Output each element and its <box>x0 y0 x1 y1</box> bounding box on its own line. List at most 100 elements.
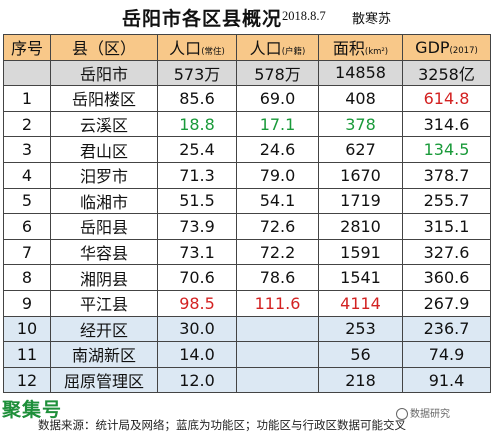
cell-name: 华容县 <box>50 238 158 266</box>
table-row: 2 云溪区 18.8 17.1 378 314.6 <box>3 110 491 138</box>
cell-name: 汨罗市 <box>50 161 158 189</box>
cell-seq: 5 <box>3 187 51 215</box>
cell-seq: 6 <box>3 213 51 240</box>
table-row: 1 岳阳楼区 85.6 69.0 408 614.8 <box>3 85 491 112</box>
cell-name: 湘阴县 <box>50 264 158 291</box>
table-row: 11 南湖新区 14.0 56 74.9 <box>3 341 491 368</box>
cell-area: 218 <box>318 366 403 394</box>
table-row: 8 湘阴县 70.6 78.6 1541 360.6 <box>3 264 491 291</box>
watermark-right: 数据研究 <box>396 405 450 420</box>
cell-pop-res: 70.6 <box>157 264 237 291</box>
cell-area: 2810 <box>318 213 403 240</box>
cell-pop-res: 14.0 <box>157 341 237 368</box>
cell-area: 408 <box>318 85 403 112</box>
watermark-logo: 聚集号 <box>2 399 63 421</box>
cell-name: 屈原管理区 <box>50 366 158 394</box>
cell-pop-reg: 54.1 <box>236 187 319 215</box>
table-row: 5 临湘市 51.5 54.1 1719 255.7 <box>3 187 491 215</box>
cell-pop-reg: 24.6 <box>236 136 319 163</box>
cell-pop-res: 30.0 <box>157 315 237 343</box>
cell-name: 君山区 <box>50 136 158 163</box>
cell-seq: 12 <box>3 366 51 394</box>
header-pop-resident: 人口(常住) <box>157 34 237 61</box>
cell-gdp: 255.7 <box>402 187 491 215</box>
table-row: 9 平江县 98.5 111.6 4114 267.9 <box>3 289 491 317</box>
cell-seq: 3 <box>3 136 51 163</box>
header-seq: 序号 <box>3 34 51 61</box>
footer: 数据来源：统计局及网络；蓝底为功能区；功能区与行政区数据可能交叉 <box>0 414 493 434</box>
cell-pop-res: 51.5 <box>157 187 237 215</box>
cell-gdp: 315.1 <box>402 213 491 240</box>
cell-name: 平江县 <box>50 289 158 317</box>
cell-gdp: 614.8 <box>402 85 491 112</box>
title-date: 2018.8.7 <box>282 9 326 23</box>
cell-area: 4114 <box>318 289 403 317</box>
header-area: 面积(km²) <box>318 34 403 61</box>
cell-area: 1670 <box>318 161 403 189</box>
header-pop-registered: 人口(户籍) <box>236 34 319 61</box>
cell-gdp: 91.4 <box>402 366 491 394</box>
cell-pop-res: 98.5 <box>157 289 237 317</box>
table-row: 4 汨罗市 71.3 79.0 1670 378.7 <box>3 161 491 189</box>
cell-pop-res: 85.6 <box>157 85 237 112</box>
cell-pop-res: 71.3 <box>157 161 237 189</box>
cell-area: 627 <box>318 136 403 163</box>
cell-gdp: 267.9 <box>402 289 491 317</box>
cell-pop-reg: 78.6 <box>236 264 319 291</box>
wechat-icon <box>396 408 408 420</box>
cell-gdp: 378.7 <box>402 161 491 189</box>
cell-gdp: 74.9 <box>402 341 491 368</box>
cell-pop-reg: 72.2 <box>236 238 319 266</box>
table-row: 7 华容县 73.1 72.2 1591 327.6 <box>3 238 491 266</box>
total-pop-resident: 573万 <box>157 59 237 87</box>
cell-pop-reg <box>236 366 319 394</box>
cell-seq: 10 <box>3 315 51 343</box>
cell-pop-reg <box>236 341 319 368</box>
cell-area: 1591 <box>318 238 403 266</box>
cell-seq: 2 <box>3 110 51 138</box>
cell-name: 岳阳楼区 <box>50 85 158 112</box>
source-note: 数据来源：统计局及网络；蓝底为功能区；功能区与行政区数据可能交叉 <box>38 418 406 432</box>
cell-pop-res: 25.4 <box>157 136 237 163</box>
header-county: 县（区） <box>50 34 158 61</box>
total-pop-registered: 578万 <box>236 59 319 87</box>
cell-area: 1719 <box>318 187 403 215</box>
cell-name: 临湘市 <box>50 187 158 215</box>
total-name: 岳阳市 <box>50 59 158 87</box>
cell-seq: 1 <box>3 85 51 112</box>
cell-pop-res: 73.1 <box>157 238 237 266</box>
table-row: 6 岳阳县 73.9 72.6 2810 315.1 <box>3 213 491 240</box>
cell-pop-res: 12.0 <box>157 366 237 394</box>
total-gdp: 3258亿 <box>402 59 491 87</box>
page-title: 岳阳市各区县概况 <box>122 8 283 30</box>
cell-area: 1541 <box>318 264 403 291</box>
cell-pop-reg <box>236 315 319 343</box>
cell-seq: 9 <box>3 289 51 317</box>
cell-name: 经开区 <box>50 315 158 343</box>
cell-seq: 8 <box>3 264 51 291</box>
table-row: 10 经开区 30.0 253 236.7 <box>3 315 491 343</box>
table-row: 12 屈原管理区 12.0 218 91.4 <box>3 366 491 394</box>
cell-gdp: 236.7 <box>402 315 491 343</box>
county-table: 序号 县（区） 人口(常住) 人口(户籍) 面积(km²) GDP(2017) … <box>3 34 491 394</box>
table-header-row: 序号 县（区） 人口(常住) 人口(户籍) 面积(km²) GDP(2017) <box>3 34 491 61</box>
title-author: 散寒苏 <box>352 12 392 27</box>
cell-name: 云溪区 <box>50 110 158 138</box>
cell-pop-reg: 111.6 <box>236 289 319 317</box>
total-row: 岳阳市 573万 578万 14858 3258亿 <box>3 59 491 87</box>
cell-area: 253 <box>318 315 403 343</box>
cell-pop-res: 73.9 <box>157 213 237 240</box>
cell-seq: 4 <box>3 161 51 189</box>
cell-area: 378 <box>318 110 403 138</box>
cell-gdp: 314.6 <box>402 110 491 138</box>
total-area: 14858 <box>318 59 403 87</box>
cell-gdp: 360.6 <box>402 264 491 291</box>
cell-pop-reg: 17.1 <box>236 110 319 138</box>
cell-seq: 11 <box>3 341 51 368</box>
cell-name: 岳阳县 <box>50 213 158 240</box>
cell-name: 南湖新区 <box>50 341 158 368</box>
header-gdp: GDP(2017) <box>402 34 491 61</box>
cell-seq: 7 <box>3 238 51 266</box>
cell-area: 56 <box>318 341 403 368</box>
cell-gdp: 134.5 <box>402 136 491 163</box>
